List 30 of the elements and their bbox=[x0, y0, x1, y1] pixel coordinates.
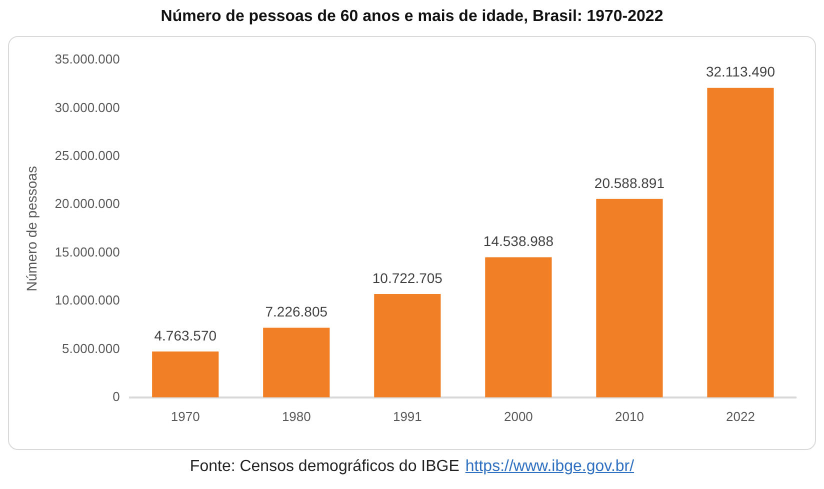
bar bbox=[263, 328, 330, 398]
data-label: 20.588.891 bbox=[594, 174, 665, 191]
x-tick-label: 1970 bbox=[170, 408, 200, 424]
source-note: Fonte: Censos demográficos do IBGE bbox=[190, 458, 460, 475]
x-tick-label: 2022 bbox=[726, 408, 755, 424]
x-tick-label: 1980 bbox=[282, 408, 311, 424]
y-tick-label: 20.000.000 bbox=[54, 196, 120, 212]
chart-title: Número de pessoas de 60 anos e mais de idade, Brasil: 1970-2022 bbox=[160, 8, 664, 26]
bar bbox=[707, 88, 774, 398]
y-tick-label: 5.000.000 bbox=[62, 340, 120, 356]
data-label: 14.538.988 bbox=[483, 233, 554, 250]
x-tick-label: 1991 bbox=[392, 408, 422, 424]
bar bbox=[152, 351, 219, 398]
x-tick-label: 2010 bbox=[615, 408, 644, 424]
data-label: 10.722.705 bbox=[372, 270, 443, 286]
text: https://www.ibge.gov.br/ bbox=[465, 458, 634, 475]
bar bbox=[374, 294, 441, 398]
y-tick-label: 35.000.000 bbox=[54, 52, 120, 67]
bar bbox=[485, 257, 552, 398]
y-axis-title: Número de pessoas bbox=[23, 166, 40, 292]
y-tick-label: 15.000.000 bbox=[54, 244, 120, 260]
y-tick-label: 30.000.000 bbox=[54, 100, 120, 115]
data-label: 7.226.805 bbox=[265, 304, 328, 320]
bar bbox=[596, 198, 663, 398]
y-tick-label: 25.000.000 bbox=[54, 148, 120, 163]
y-tick-label: 10.000.000 bbox=[54, 292, 120, 308]
data-label: 4.763.570 bbox=[154, 327, 217, 344]
x-tick-label: 2000 bbox=[504, 408, 533, 424]
y-tick-label: 0 bbox=[112, 388, 120, 404]
data-label: 32.113.490 bbox=[706, 64, 776, 80]
